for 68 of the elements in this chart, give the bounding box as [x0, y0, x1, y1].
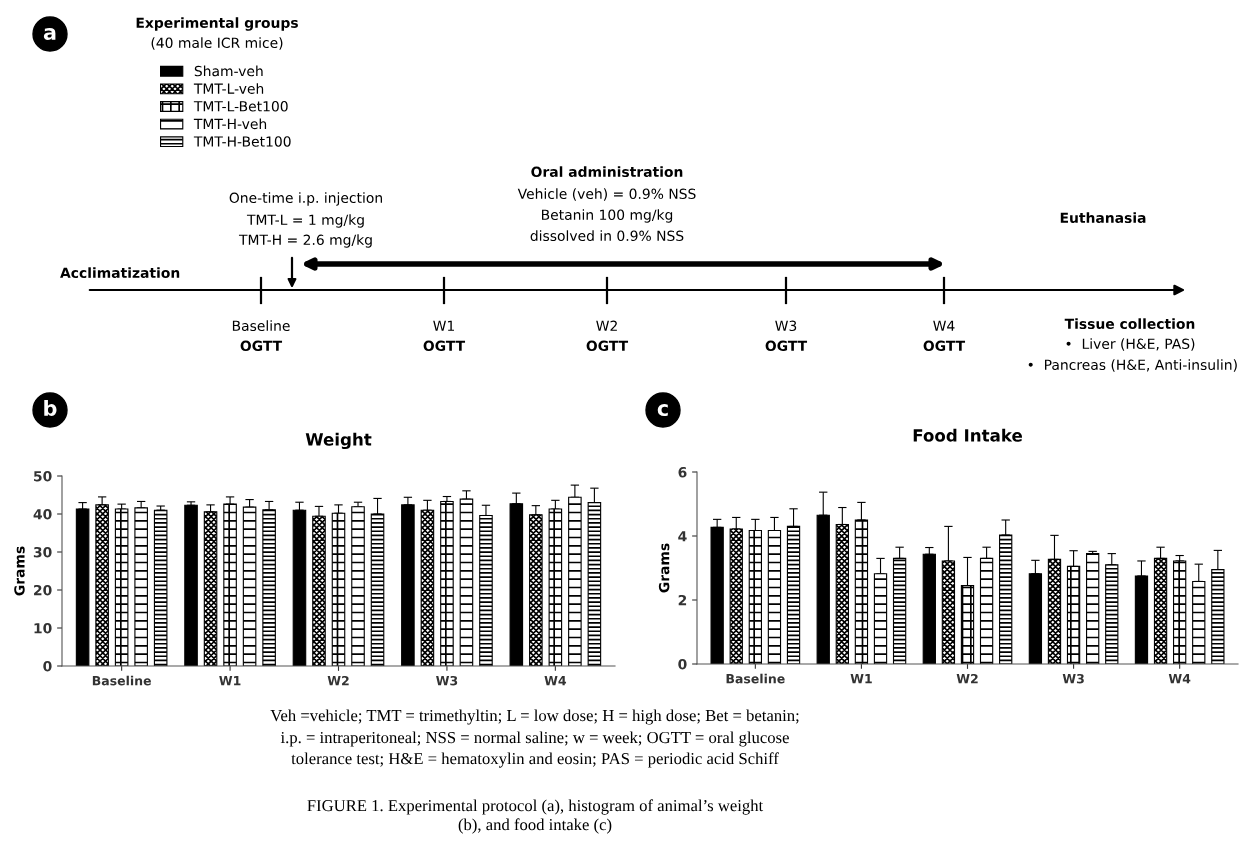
x-tick-label: W3	[436, 675, 458, 686]
text: (b), and food intake (c)	[458, 818, 612, 834]
text: OGTT	[923, 340, 966, 352]
x-tick-label: W4	[1168, 674, 1191, 684]
bar	[351, 506, 365, 666]
text: b	[44, 399, 57, 417]
text: • Liver (H&E, PAS)	[1066, 338, 1195, 351]
text: Oral administration	[531, 166, 683, 178]
legend-label: TMT-H-veh	[193, 118, 267, 130]
text: OGTT	[765, 340, 808, 352]
text: W2	[596, 320, 617, 331]
text: dissolved in 0.9% NSS	[530, 230, 684, 242]
text: Experimental groups	[136, 17, 298, 31]
bar	[440, 500, 454, 666]
text: Acclimatization	[60, 267, 180, 279]
x-tick-label: Baseline	[726, 673, 785, 684]
bar	[153, 509, 168, 666]
text: tolerance test; H&E = hematoxylin and eosin; PAS = periodic acid Schiff	[291, 752, 779, 768]
text: • Pancreas (H&E, Anti-insulin)	[1028, 359, 1237, 372]
text: i.p. = intraperitoneal; NSS = normal saline; w = week; OGTT = oral glucose	[280, 731, 789, 747]
text: W1	[433, 320, 454, 331]
y-tick-label: 20	[34, 584, 52, 596]
text: One-time i.p. injection	[229, 192, 382, 206]
y-tick-label: 40	[33, 508, 52, 520]
text: Tissue collection	[1064, 318, 1195, 330]
y-axis-title: Grams	[658, 543, 670, 593]
text: (40 male ICR mice)	[151, 37, 283, 50]
y-tick-label: 50	[34, 470, 52, 482]
legend-label: TMT-H-Bet100	[193, 136, 291, 147]
x-tick-label: W4	[544, 676, 567, 686]
text: Veh =vehicle; TMT = trimethyltin; L = low dose; H = high dose; Bet = betanin;	[270, 709, 799, 725]
bar	[114, 508, 129, 666]
text: Vehicle (veh) = 0.9% NSS	[517, 188, 696, 201]
text: OGTT	[240, 340, 283, 352]
y-tick-label: 10	[34, 622, 52, 634]
x-tick-label: W3	[1062, 673, 1084, 684]
bar	[1086, 553, 1100, 664]
text: Euthanasia	[1060, 212, 1146, 224]
legend-label: TMT-L-Bet100	[193, 101, 288, 112]
text: OGTT	[423, 340, 466, 352]
x-tick-label: W1	[850, 674, 872, 684]
x-tick-label: W1	[219, 676, 241, 686]
y-tick-label: 0	[43, 660, 52, 672]
text: TMT-L = 1 mg/kg	[246, 214, 364, 228]
text: a	[43, 28, 56, 41]
chart-title: Food Intake	[913, 428, 1022, 442]
legend-label: Sham-veh	[194, 65, 263, 77]
text: Betanin 100 mg/kg	[542, 209, 673, 223]
text: W3	[775, 320, 797, 332]
text: TMT-H = 2.6 mg/kg	[238, 234, 372, 248]
y-axis-title: Grams	[14, 546, 25, 596]
y-tick-label: 4	[678, 531, 687, 542]
text: W4	[933, 320, 955, 331]
caption: FIGURE 1. Experimental protocol (a), histogram of animal’s weight	[307, 799, 764, 815]
x-tick-label: W2	[327, 675, 349, 686]
chart-title: Weight	[305, 432, 372, 450]
x-tick-label: W2	[956, 673, 978, 684]
text: OGTT	[586, 340, 629, 352]
bar	[1173, 560, 1187, 664]
y-tick-label: 6	[678, 466, 687, 478]
y-tick-label: 0	[678, 658, 687, 670]
text: c	[657, 404, 668, 417]
y-tick-label: 30	[33, 546, 52, 558]
y-tick-label: 2	[678, 594, 687, 606]
legend-label: TMT-L-veh	[193, 83, 264, 94]
text: Baseline	[232, 320, 290, 332]
bar	[184, 504, 198, 666]
x-tick-label: Baseline	[92, 675, 151, 686]
